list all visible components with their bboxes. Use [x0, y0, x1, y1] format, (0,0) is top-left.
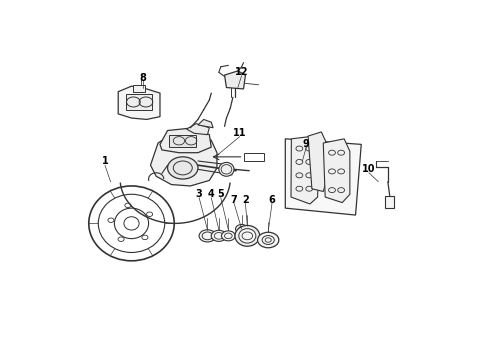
Polygon shape — [308, 132, 329, 192]
Bar — [244, 153, 265, 161]
Ellipse shape — [219, 162, 234, 176]
Polygon shape — [160, 128, 211, 153]
Polygon shape — [224, 71, 245, 89]
Polygon shape — [285, 139, 361, 215]
Circle shape — [221, 231, 235, 241]
Text: 8: 8 — [140, 73, 147, 83]
Text: 10: 10 — [362, 164, 376, 174]
Ellipse shape — [239, 229, 256, 243]
Polygon shape — [187, 123, 209, 135]
Polygon shape — [150, 129, 217, 186]
Polygon shape — [323, 139, 350, 203]
Polygon shape — [118, 86, 160, 120]
Circle shape — [199, 230, 216, 242]
Text: 9: 9 — [303, 139, 310, 149]
Circle shape — [211, 230, 226, 242]
Text: 12: 12 — [235, 67, 248, 77]
Circle shape — [236, 225, 248, 233]
Polygon shape — [198, 120, 213, 128]
Text: 3: 3 — [196, 189, 202, 199]
Ellipse shape — [235, 225, 260, 246]
Text: 2: 2 — [242, 195, 249, 205]
Polygon shape — [291, 136, 319, 204]
Text: 5: 5 — [218, 189, 224, 199]
Circle shape — [258, 232, 279, 248]
Circle shape — [168, 157, 198, 179]
Text: 7: 7 — [231, 195, 238, 205]
Text: 4: 4 — [208, 189, 215, 199]
Text: 1: 1 — [101, 156, 108, 166]
Bar — [385, 196, 393, 208]
Bar — [126, 94, 152, 110]
Text: 6: 6 — [269, 195, 275, 205]
Text: 11: 11 — [233, 128, 246, 138]
Bar — [170, 135, 196, 147]
Bar — [133, 85, 145, 92]
